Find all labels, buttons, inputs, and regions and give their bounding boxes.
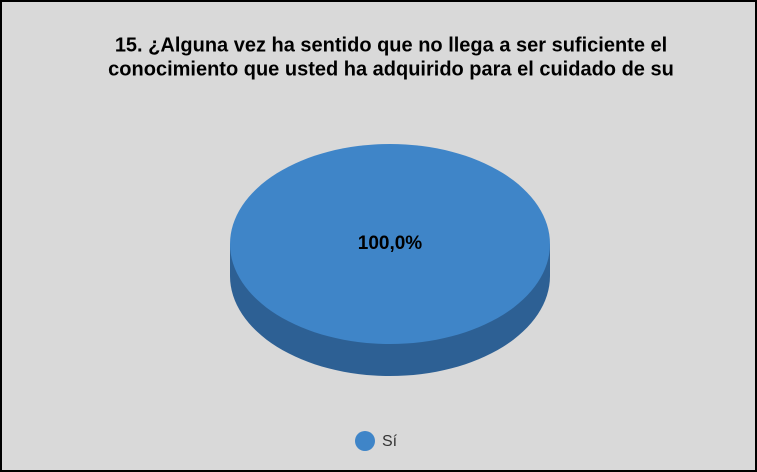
legend-swatch — [355, 431, 375, 451]
chart-title: conocimiento que usted ha adquirido para… — [108, 58, 674, 80]
data-label: 100,0% — [358, 233, 423, 254]
pie-slice — [230, 144, 550, 344]
legend-label: Sí — [382, 433, 398, 450]
chart-title: 15. ¿Alguna vez ha sentido que no llega … — [115, 34, 667, 56]
